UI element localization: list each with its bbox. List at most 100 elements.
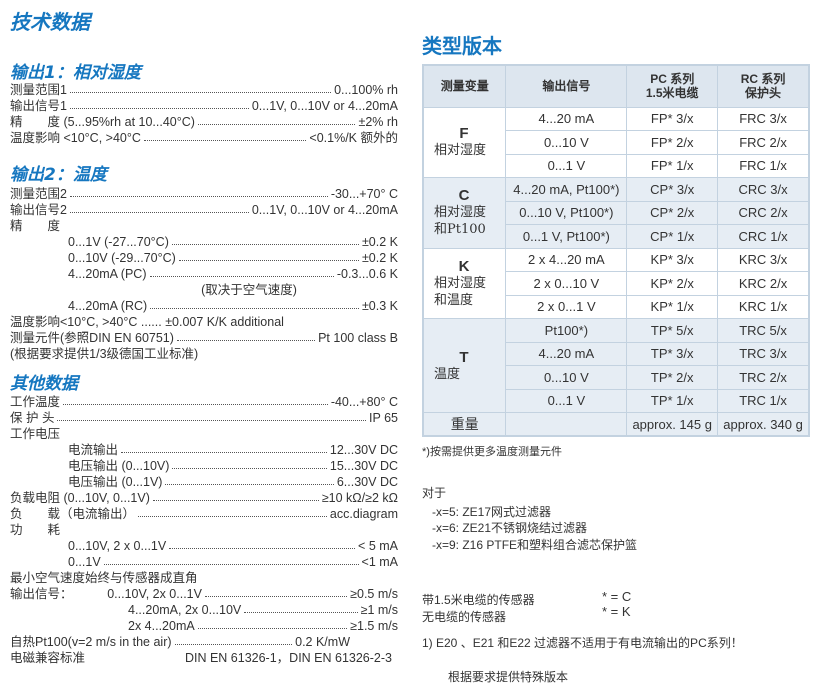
spec-row: 0...10V, 2 x 0...1V < 5 mA [10,538,398,554]
filter-option: -x=9: Z16 PTFE和塑料组合滤芯保护篮 [432,538,638,552]
cable-with-code: * = C [602,589,632,604]
spec-row: 精 度 [10,218,398,234]
dot-leader [69,202,249,213]
pc-model-cell: FP* 3/x [626,106,719,131]
spec-label: 4...20mA (RC) [68,299,148,313]
spec-row: (取决于空气速度) [10,282,398,298]
pc-model-cell: CP* 1/x [626,224,719,249]
empty-cell [505,412,628,437]
note-1: 1) E20 、E21 和E22 过滤器不适用于有电流输出的PC系列！ [422,636,743,650]
spec-label: 输出信号1 [10,99,67,113]
output-signal-cell: 0...10 V [505,130,628,155]
spec-value: ±2% rh [358,115,398,129]
dot-leader [165,474,334,485]
output-signal-cell: 0...1 V [505,153,628,178]
table-row: F 相对湿度 4...20 mA FP* 3/x FRC 3/x [422,106,810,178]
rc-model-cell: TRC 3/x [717,341,810,366]
spec-row: 0...1V (-27...70°C) ±0.2 K [10,234,398,250]
rc-model-cell: FRC 2/x [717,130,810,155]
column-header: 测量变量 [422,64,507,108]
table-row: T 温度 Pt100*) TP* 5/x TRC 5/x [422,318,810,413]
rc-weight: approx. 340 g [717,412,810,437]
spec-row: 0...10V (-29...70°C) ±0.2 K [10,250,398,266]
measured-variable-cell: T 温度 [422,318,507,413]
variable-name: 相对湿度和温度 [434,275,487,308]
spec-label: 电磁兼容标准 [10,651,86,665]
pc-model-cell: CP* 3/x [626,177,719,202]
dot-leader [149,266,334,277]
spec-row: 输出信号： 0...10V, 2x 0...1V ≥0.5 m/s [10,586,398,602]
rc-model-cell: TRC 5/x [717,318,810,343]
spec-label: 工作温度 [10,395,61,409]
spec-row: 4...20mA, 2x 0...10V ≥1 m/s [10,602,398,618]
output-signal-cell: 2 x 0...1 V [505,294,628,319]
type-versions-title: 类型版本 [422,34,502,58]
rc-model-cell: FRC 1/x [717,153,810,178]
spec-label: 4...20mA, 2x 0...10V [128,603,242,617]
spec-value: 0...1V, 0...10V or 4...20mA [251,203,398,217]
spec-label: 输出信号： 0...10V, 2x 0...1V [10,587,202,601]
spec-value: 6...30V DC [336,475,398,489]
dot-leader [174,634,293,645]
spec-label: 测量范围2 [10,187,67,201]
spec-row: 温度影响<10°C, >40°C ...... ±0.007 K/K addit… [10,314,398,330]
table-row: 0...10 V, Pt100*) CP* 2/x CRC 2/x [423,200,810,225]
pc-model-cell: TP* 5/x [626,318,719,343]
for-label: 对于 [422,486,447,500]
output-signal-cell: 2 x 0...10 V [505,271,628,296]
spec-value: 0.2 K/mW [295,635,350,649]
spec-label: 0...10V, 2 x 0...1V [68,539,167,553]
dot-leader [152,490,319,501]
spec-row: 0...1V <1 mA [10,554,398,570]
spec-row: (根据要求提供1/3级德国工业标准) [10,346,398,362]
table-row: 0...1 V, Pt100*) CP* 1/x CRC 1/x [423,224,810,249]
spec-label: 4...20mA (PC) [68,267,147,281]
pc-model-cell: TP* 3/x [626,341,719,366]
spec-value: -30...+70° C [330,187,398,201]
section-heading: 输出2：温度 [10,165,107,185]
dot-leader [244,602,358,613]
spec-row: 工作温度 -40...+80° C [10,394,398,410]
pc-model-cell: KP* 1/x [626,294,719,319]
rc-model-cell: TRC 1/x [717,388,810,413]
spec-value: ≥10 kΩ/≥2 kΩ [321,491,398,505]
spec-row: 电压输出 (0...10V) 15...30V DC [10,458,398,474]
spec-row: 电磁兼容标准 DIN EN 61326-1，DIN EN 61326-2-3 [10,650,398,666]
spec-row: 负 载（电流输出） acc.diagram [10,506,398,522]
output-signal-cell: 0...1 V [505,388,628,413]
spec-row: 保 护 头 IP 65 [10,410,398,426]
spec-value: 0...100% rh [334,83,398,97]
measured-variable-cell: C 相对湿度和Pt100 [422,177,507,249]
pc-model-cell: FP* 1/x [626,153,719,178]
spec-label: 负载电阻 (0...10V, 0...1V) [10,491,150,505]
variable-code: T [459,348,469,366]
dot-leader [176,330,316,341]
dot-leader [69,98,249,109]
spec-row: 温度影响 <10°C, >40°C <0.1%/K 额外的 [10,130,398,146]
type-versions-table: 测量变量 输出信号 PC 系列 1.5米电缆 RC 系列 保护头 F 相对湿度 4...20… [422,64,810,437]
spec-label: 工作电压 [10,427,61,441]
cable-without-label: 无电缆的传感器 [422,610,507,624]
dot-leader [103,554,359,565]
rc-model-cell: KRC 2/x [717,271,810,296]
section-heading: 输出1：相对湿度 [10,63,141,83]
dot-leader [69,186,328,197]
spec-value: 15...30V DC [329,459,398,473]
weight-row: 重量 approx. 145 g approx. 340 g [422,412,810,437]
dot-leader [121,442,327,453]
spec-value: ≥0.5 m/s [350,587,398,601]
spec-value: ≥1.5 m/s [350,619,398,633]
dot-leader [143,130,307,141]
rc-model-cell: KRC 1/x [717,294,810,319]
spec-value: -0.3...0.6 K [336,267,398,281]
spec-value: <1 mA [361,555,398,569]
spec-value: < 5 mA [358,539,398,553]
variable-name: 相对湿度和Pt100 [434,205,487,238]
spec-value: 0...1V, 0...10V or 4...20mA [251,99,398,113]
output-signal-cell: 0...1 V, Pt100*) [505,224,628,249]
dot-leader [197,618,348,629]
spec-row: 4...20mA (PC) -0.3...0.6 K [10,266,398,282]
output-signal-cell: Pt100*) [505,318,628,343]
output-signal-cell: 4...20 mA [505,341,628,366]
spec-label: 2x 4...20mA [128,619,195,633]
